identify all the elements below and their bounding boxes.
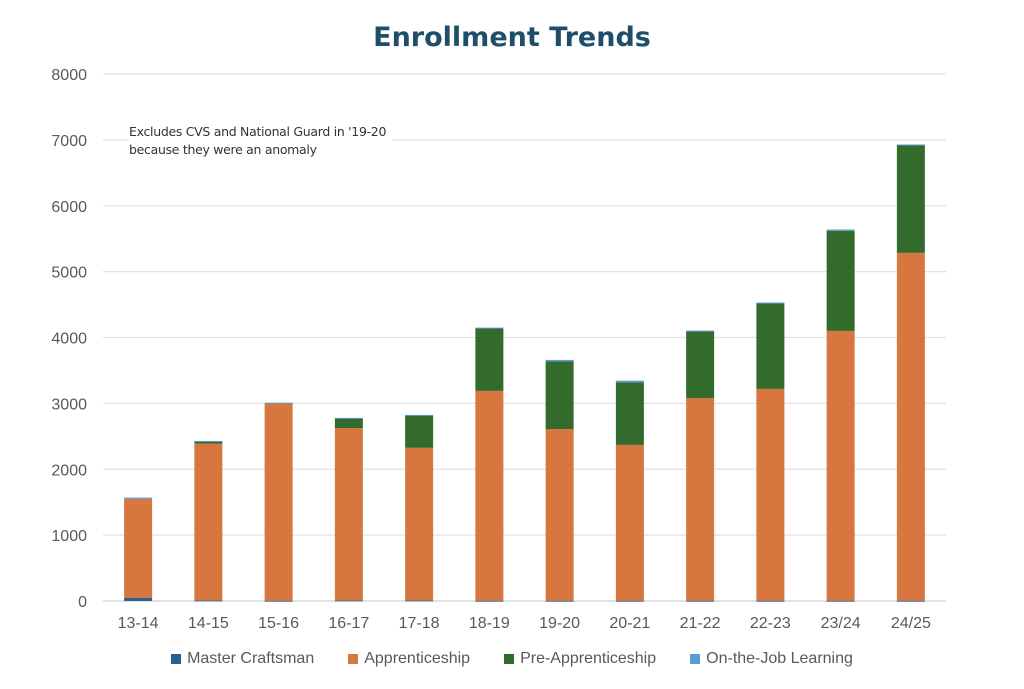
bar-master-craftsman-13-14 [124, 597, 153, 601]
legend-label: Pre-Apprenticeship [520, 650, 657, 667]
bar-on-the-job-learning-16-17 [334, 417, 363, 419]
bar-apprenticeship-22-23 [756, 388, 785, 601]
bar-master-craftsman-21-22 [686, 600, 715, 602]
bar-pre-apprenticeship-16-17 [334, 418, 363, 429]
bar-apprenticeship-23-24 [826, 330, 855, 601]
bar-master-craftsman-19-20 [545, 600, 574, 602]
legend-item: On-the-Job Learning [690, 650, 853, 668]
y-tick-label: 3000 [51, 396, 87, 413]
annotation-line-1: Excludes CVS and National Guard in '19-2… [129, 124, 387, 139]
bar-apprenticeship-13-14 [124, 498, 153, 598]
bar-apprenticeship-14-15 [194, 443, 223, 601]
legend-label: On-the-Job Learning [706, 650, 853, 667]
y-tick-label: 2000 [51, 462, 87, 479]
x-tick-label: 15-16 [258, 615, 299, 632]
legend-item: Pre-Apprenticeship [504, 650, 656, 668]
bar-apprenticeship-17-18 [405, 447, 434, 601]
y-tick-label: 6000 [51, 199, 87, 216]
bar-master-craftsman-20-21 [615, 600, 644, 602]
x-tick-label: 13-14 [118, 615, 159, 632]
x-tick-label: 17-18 [399, 615, 440, 632]
chart-title: Enrollment Trends [373, 22, 651, 53]
y-tick-label: 7000 [51, 133, 87, 150]
bar-pre-apprenticeship-14-15 [194, 441, 223, 444]
bar-on-the-job-learning-13-14 [124, 497, 153, 499]
x-tick-label: 20-21 [609, 615, 650, 632]
bar-on-the-job-learning-14-15 [194, 440, 223, 442]
bar-on-the-job-learning-22-23 [756, 302, 785, 304]
annotation-note: Excludes CVS and National Guard in '19-2… [129, 123, 393, 159]
bar-on-the-job-learning-24-25 [896, 144, 925, 146]
legend-swatch [348, 654, 359, 664]
legend-label: Apprenticeship [364, 650, 471, 667]
x-tick-label: 19-20 [539, 615, 580, 632]
y-tick-label: 8000 [51, 67, 87, 84]
bar-on-the-job-learning-18-19 [475, 327, 504, 329]
legend-swatch [690, 654, 701, 664]
bar-on-the-job-learning-23-24 [826, 229, 855, 231]
bar-pre-apprenticeship-20-21 [615, 382, 644, 445]
bar-master-craftsman-17-18 [405, 600, 434, 602]
x-tick-label: 21-22 [680, 615, 721, 632]
y-tick-label: 5000 [51, 265, 87, 282]
bar-pre-apprenticeship-24-25 [896, 145, 925, 253]
bar-master-craftsman-16-17 [334, 600, 363, 602]
x-tick-label: 18-19 [469, 615, 510, 632]
x-tick-label: 22-23 [750, 615, 791, 632]
legend-item: Apprenticeship [348, 650, 470, 668]
legend-swatch [171, 654, 182, 664]
bar-apprenticeship-16-17 [334, 428, 363, 601]
bar-on-the-job-learning-15-16 [264, 402, 293, 404]
bar-master-craftsman-24-25 [896, 600, 925, 602]
bar-on-the-job-learning-19-20 [545, 359, 574, 362]
bar-on-the-job-learning-17-18 [405, 414, 434, 416]
y-axis-ticks: 0 1000 2000 3000 4000 5000 6000 7000 8000 [51, 67, 87, 611]
bar-on-the-job-learning-20-21 [615, 380, 644, 383]
bar-apprenticeship-24-25 [896, 252, 925, 601]
bar-pre-apprenticeship-17-18 [405, 415, 434, 448]
y-tick-label: 1000 [51, 528, 87, 545]
bar-master-craftsman-15-16 [264, 600, 293, 602]
bar-apprenticeship-15-16 [264, 403, 293, 601]
legend-item: Master Craftsman [171, 650, 314, 668]
y-tick-label: 4000 [51, 331, 87, 348]
x-tick-label: 16-17 [328, 615, 369, 632]
bar-apprenticeship-19-20 [545, 429, 574, 601]
bar-apprenticeship-20-21 [615, 444, 644, 601]
bar-pre-apprenticeship-22-23 [756, 303, 785, 389]
bar-pre-apprenticeship-23-24 [826, 230, 855, 331]
x-axis-ticks: 13-14 14-15 15-16 16-17 17-18 18-19 19-20 20-21… [118, 615, 931, 632]
legend-label: Master Craftsman [187, 650, 315, 667]
bar-pre-apprenticeship-21-22 [686, 331, 715, 399]
x-tick-label: 14-15 [188, 615, 229, 632]
bar-apprenticeship-18-19 [475, 390, 504, 601]
x-tick-label: 24/25 [891, 615, 931, 632]
legend: Master Craftsman Apprenticeship Pre-Appren… [0, 650, 1024, 668]
bar-master-craftsman-23-24 [826, 600, 855, 602]
x-tick-label: 23/24 [821, 615, 861, 632]
annotation-line-2: because they were an anomaly [129, 142, 317, 157]
bar-on-the-job-learning-21-22 [686, 330, 715, 332]
bar-master-craftsman-22-23 [756, 600, 785, 602]
bar-pre-apprenticeship-18-19 [475, 328, 504, 391]
bar-master-craftsman-18-19 [475, 600, 504, 602]
legend-swatch [504, 654, 515, 664]
bar-pre-apprenticeship-19-20 [545, 361, 574, 430]
bar-apprenticeship-21-22 [686, 398, 715, 601]
y-tick-label: 0 [78, 594, 87, 611]
bars [124, 144, 925, 602]
bar-master-craftsman-14-15 [194, 600, 223, 602]
